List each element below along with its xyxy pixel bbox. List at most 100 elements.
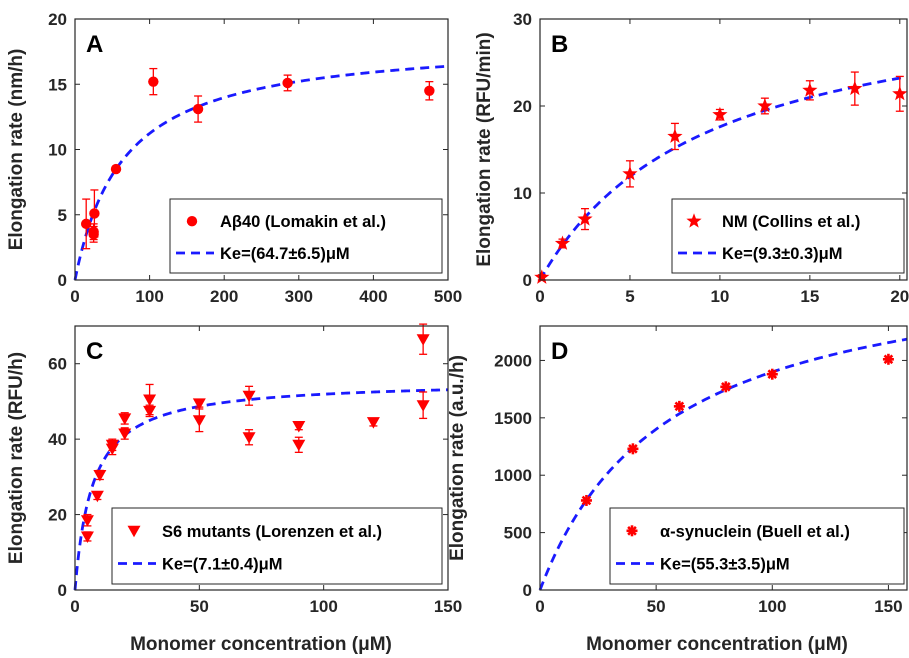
legend-entry: Ke=(55.3±3.5)μM: [660, 555, 790, 573]
x-tick-label: 50: [647, 597, 666, 616]
data-point: [802, 82, 818, 97]
y-axis-label: Elongation rate (a.u./h): [447, 355, 468, 561]
data-point: [292, 420, 306, 433]
y-tick-label: 2000: [494, 351, 532, 370]
x-tick-label: 20: [890, 287, 909, 306]
x-tick-label: 0: [535, 287, 544, 306]
y-tick-label: 20: [48, 506, 67, 525]
data-point: [80, 515, 94, 527]
legend-marker: [127, 525, 141, 538]
data-point: [667, 128, 683, 143]
data-point: [89, 208, 100, 219]
legend: α-synuclein (Buell et al.) Ke=(55.3±3.5)μ…: [609, 507, 905, 585]
y-tick-label: 1500: [494, 409, 532, 428]
data-point: [192, 415, 206, 427]
fit-curve: [73, 64, 449, 281]
data-point: [366, 417, 380, 429]
y-tick-label: 15: [48, 75, 67, 94]
x-tick-label: 50: [190, 597, 209, 616]
data-point: [554, 235, 571, 250]
x-tick-label: 100: [309, 597, 337, 616]
panel-label: B: [551, 31, 568, 58]
data-point: [105, 439, 119, 452]
legend-entry: S6 mutants (Lorenzen et al.): [162, 523, 382, 541]
data-point: [882, 353, 894, 365]
y-axis-label: Elongation rate (RFU/h): [6, 352, 27, 564]
y-tick-label: 30: [513, 10, 532, 29]
y-tick-label: 1000: [494, 466, 532, 485]
data-point: [192, 398, 206, 410]
data-point: [110, 163, 122, 175]
data-point: [80, 218, 92, 230]
data-point: [143, 394, 157, 407]
y-tick-label: 20: [513, 97, 532, 116]
fit-curve: [73, 388, 449, 591]
y-tick-label: 5: [58, 206, 67, 225]
data-point: [90, 490, 104, 503]
y-tick-label: 0: [523, 581, 532, 600]
legend-box: [169, 198, 443, 274]
legend-marker: [686, 213, 702, 228]
fit-curve: [538, 75, 908, 281]
data-point: [118, 428, 132, 440]
panel-c: 0 50 100 150 0 20 40 60 Elongation rate (RFU/h) M…: [6, 323, 462, 655]
data-point: [282, 77, 293, 89]
y-tick-label: 0: [58, 581, 67, 600]
y-tick-label: 10: [48, 141, 67, 160]
legend-box: [609, 507, 905, 585]
data-point: [534, 269, 550, 284]
fit-curve: [538, 337, 908, 591]
legend-box: [111, 507, 443, 585]
x-tick-label: 100: [135, 287, 163, 306]
data-point: [242, 432, 256, 444]
legend-marker: [186, 216, 198, 227]
panel-b: 0 5 10 15 20 0 10 20 30 Elongation rate (RFU/min)…: [474, 10, 909, 306]
x-tick-label: 0: [70, 597, 79, 616]
data-point: [416, 400, 430, 412]
legend-entry: Ke=(64.7±6.5)μM: [220, 245, 350, 263]
x-tick-label: 400: [359, 287, 387, 306]
legend: NM (Collins et al.) Ke=(9.3±0.3)μM: [671, 198, 905, 274]
legend-entry: Ke=(9.3±0.3)μM: [722, 245, 843, 263]
legend-marker: [626, 525, 638, 537]
data-point: [292, 439, 306, 452]
x-axis-label: Monomer concentration (μM): [130, 634, 392, 655]
data-point: [148, 76, 159, 87]
legend-entry: Aβ40 (Lomakin et al.): [220, 213, 386, 231]
panel-label: A: [86, 31, 103, 58]
data-point: [88, 229, 99, 240]
data-point: [118, 413, 132, 425]
data-point: [892, 85, 908, 101]
legend-box: [671, 198, 905, 274]
x-tick-label: 200: [210, 287, 238, 306]
y-tick-label: 500: [504, 524, 532, 543]
legend-entry: α-synuclein (Buell et al.): [660, 523, 850, 541]
y-tick-label: 0: [523, 271, 532, 290]
data-point: [416, 334, 430, 346]
y-axis-label: Elongation rate (nm/h): [6, 49, 27, 251]
x-tick-label: 150: [434, 597, 462, 616]
data-point: [80, 531, 94, 543]
legend: Aβ40 (Lomakin et al.) Ke=(64.7±6.5)μM: [169, 198, 443, 274]
panel-a: 0 100 200 300 400 500 0 5 10 15 20 Elongation rate …: [6, 10, 462, 306]
y-tick-label: 0: [58, 271, 67, 290]
y-tick-label: 10: [513, 184, 532, 203]
axes-frame: [539, 325, 908, 591]
data-point: [627, 443, 639, 455]
legend: S6 mutants (Lorenzen et al.) Ke=(7.1±0.4)…: [111, 507, 443, 585]
x-tick-label: 5: [625, 287, 634, 306]
panel-label: D: [551, 338, 568, 365]
y-axis-label: Elongation rate (RFU/min): [474, 32, 495, 266]
x-tick-label: 300: [285, 287, 313, 306]
x-tick-label: 0: [70, 287, 79, 306]
data-point: [580, 494, 592, 506]
panel-label: C: [86, 338, 103, 365]
x-axis-label: Monomer concentration (μM): [586, 634, 848, 655]
y-tick-label: 40: [48, 430, 67, 449]
y-tick-label: 20: [48, 10, 67, 29]
data-point: [712, 106, 728, 122]
x-tick-label: 500: [434, 287, 462, 306]
axes-frame: [74, 325, 449, 591]
